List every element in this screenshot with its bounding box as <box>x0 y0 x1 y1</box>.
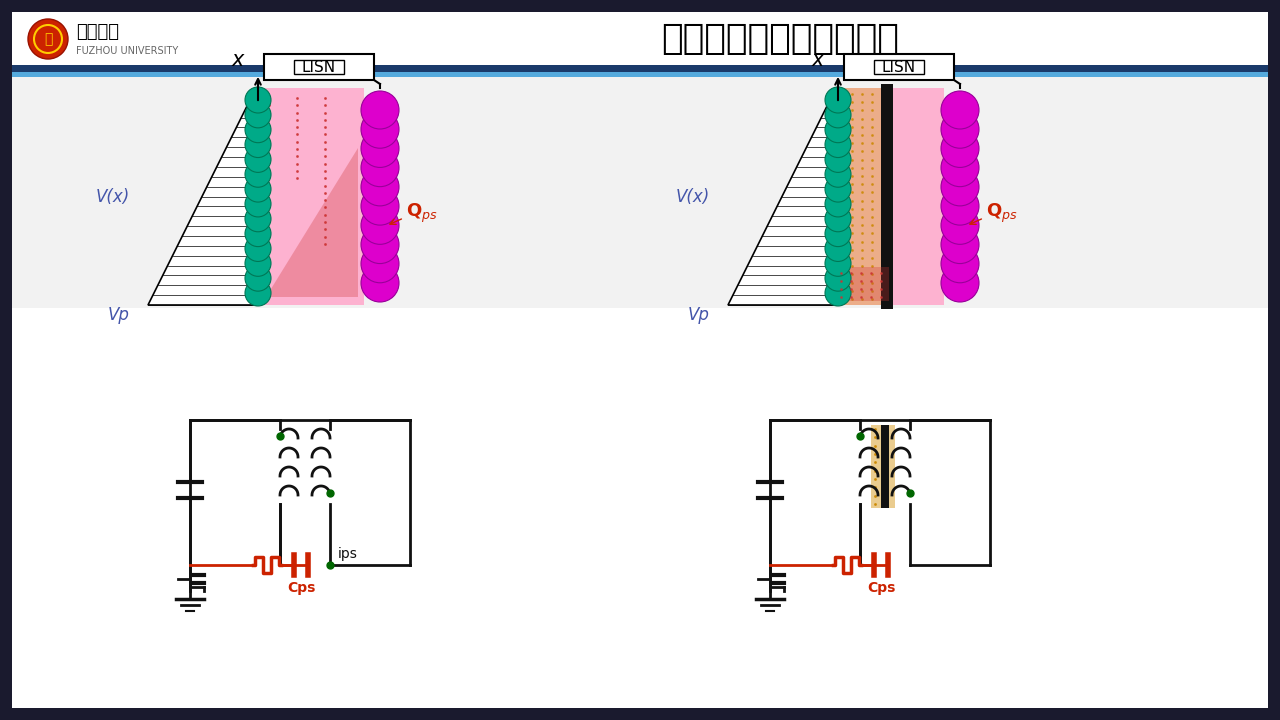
Circle shape <box>826 132 851 158</box>
Circle shape <box>244 132 271 158</box>
Circle shape <box>826 235 851 261</box>
Circle shape <box>941 148 979 186</box>
Circle shape <box>941 245 979 283</box>
Circle shape <box>244 176 271 202</box>
Circle shape <box>244 265 271 291</box>
Bar <box>294 60 344 74</box>
Circle shape <box>361 110 399 148</box>
Text: 原、副边绕组间共模噪声: 原、副边绕组间共模噪声 <box>660 22 899 56</box>
Text: LISN: LISN <box>302 60 337 74</box>
Text: x: x <box>812 50 824 70</box>
Text: x: x <box>232 50 244 70</box>
Bar <box>835 88 945 305</box>
Circle shape <box>826 161 851 187</box>
Circle shape <box>826 206 851 232</box>
Circle shape <box>361 245 399 283</box>
Text: ips: ips <box>338 547 358 561</box>
Text: 福: 福 <box>44 32 52 46</box>
Circle shape <box>244 251 271 276</box>
Text: 福州大学: 福州大学 <box>76 23 119 41</box>
Circle shape <box>361 148 399 186</box>
Circle shape <box>941 207 979 244</box>
Circle shape <box>361 91 399 129</box>
Circle shape <box>826 251 851 276</box>
Text: Cps: Cps <box>867 581 895 595</box>
Circle shape <box>826 117 851 143</box>
Circle shape <box>244 235 271 261</box>
Circle shape <box>826 191 851 217</box>
Circle shape <box>826 87 851 113</box>
Circle shape <box>826 280 851 306</box>
Bar <box>837 88 881 305</box>
Circle shape <box>941 91 979 129</box>
Bar <box>844 54 954 80</box>
Circle shape <box>941 130 979 168</box>
Circle shape <box>361 187 399 225</box>
Bar <box>881 425 890 508</box>
Bar <box>881 84 893 309</box>
Text: Cps: Cps <box>287 581 315 595</box>
Polygon shape <box>838 267 890 301</box>
Circle shape <box>244 206 271 232</box>
Circle shape <box>244 161 271 187</box>
Bar <box>12 12 1268 65</box>
Circle shape <box>826 220 851 247</box>
Circle shape <box>826 176 851 202</box>
Bar <box>253 88 364 305</box>
Bar <box>12 72 1268 77</box>
Circle shape <box>244 220 271 247</box>
Circle shape <box>826 265 851 291</box>
Circle shape <box>941 225 979 264</box>
Circle shape <box>361 225 399 264</box>
Circle shape <box>941 168 979 206</box>
Text: LISN: LISN <box>882 60 916 74</box>
Circle shape <box>361 207 399 244</box>
Bar <box>264 54 374 80</box>
Polygon shape <box>266 96 358 297</box>
Text: V(x): V(x) <box>96 187 131 205</box>
Text: $\mathbf{Q}$$_{ps}$: $\mathbf{Q}$$_{ps}$ <box>986 202 1018 225</box>
Bar <box>12 308 1268 708</box>
Circle shape <box>361 168 399 206</box>
Circle shape <box>361 264 399 302</box>
Circle shape <box>244 87 271 113</box>
Circle shape <box>244 280 271 306</box>
Text: FUZHOU UNIVERSITY: FUZHOU UNIVERSITY <box>76 46 178 56</box>
Polygon shape <box>148 88 256 305</box>
Text: Vp: Vp <box>108 306 131 324</box>
Circle shape <box>28 19 68 59</box>
Text: Vp: Vp <box>689 306 710 324</box>
Circle shape <box>361 130 399 168</box>
Bar <box>874 60 924 74</box>
Polygon shape <box>728 88 836 305</box>
Circle shape <box>941 264 979 302</box>
Circle shape <box>941 110 979 148</box>
Circle shape <box>244 102 271 128</box>
Circle shape <box>244 117 271 143</box>
Bar <box>870 425 895 508</box>
Circle shape <box>826 102 851 128</box>
Circle shape <box>941 187 979 225</box>
Circle shape <box>826 146 851 172</box>
Circle shape <box>244 146 271 172</box>
Text: V(x): V(x) <box>676 187 710 205</box>
Text: $\mathbf{Q}$$_{ps}$: $\mathbf{Q}$$_{ps}$ <box>406 202 438 225</box>
Bar <box>12 65 1268 72</box>
Circle shape <box>244 191 271 217</box>
